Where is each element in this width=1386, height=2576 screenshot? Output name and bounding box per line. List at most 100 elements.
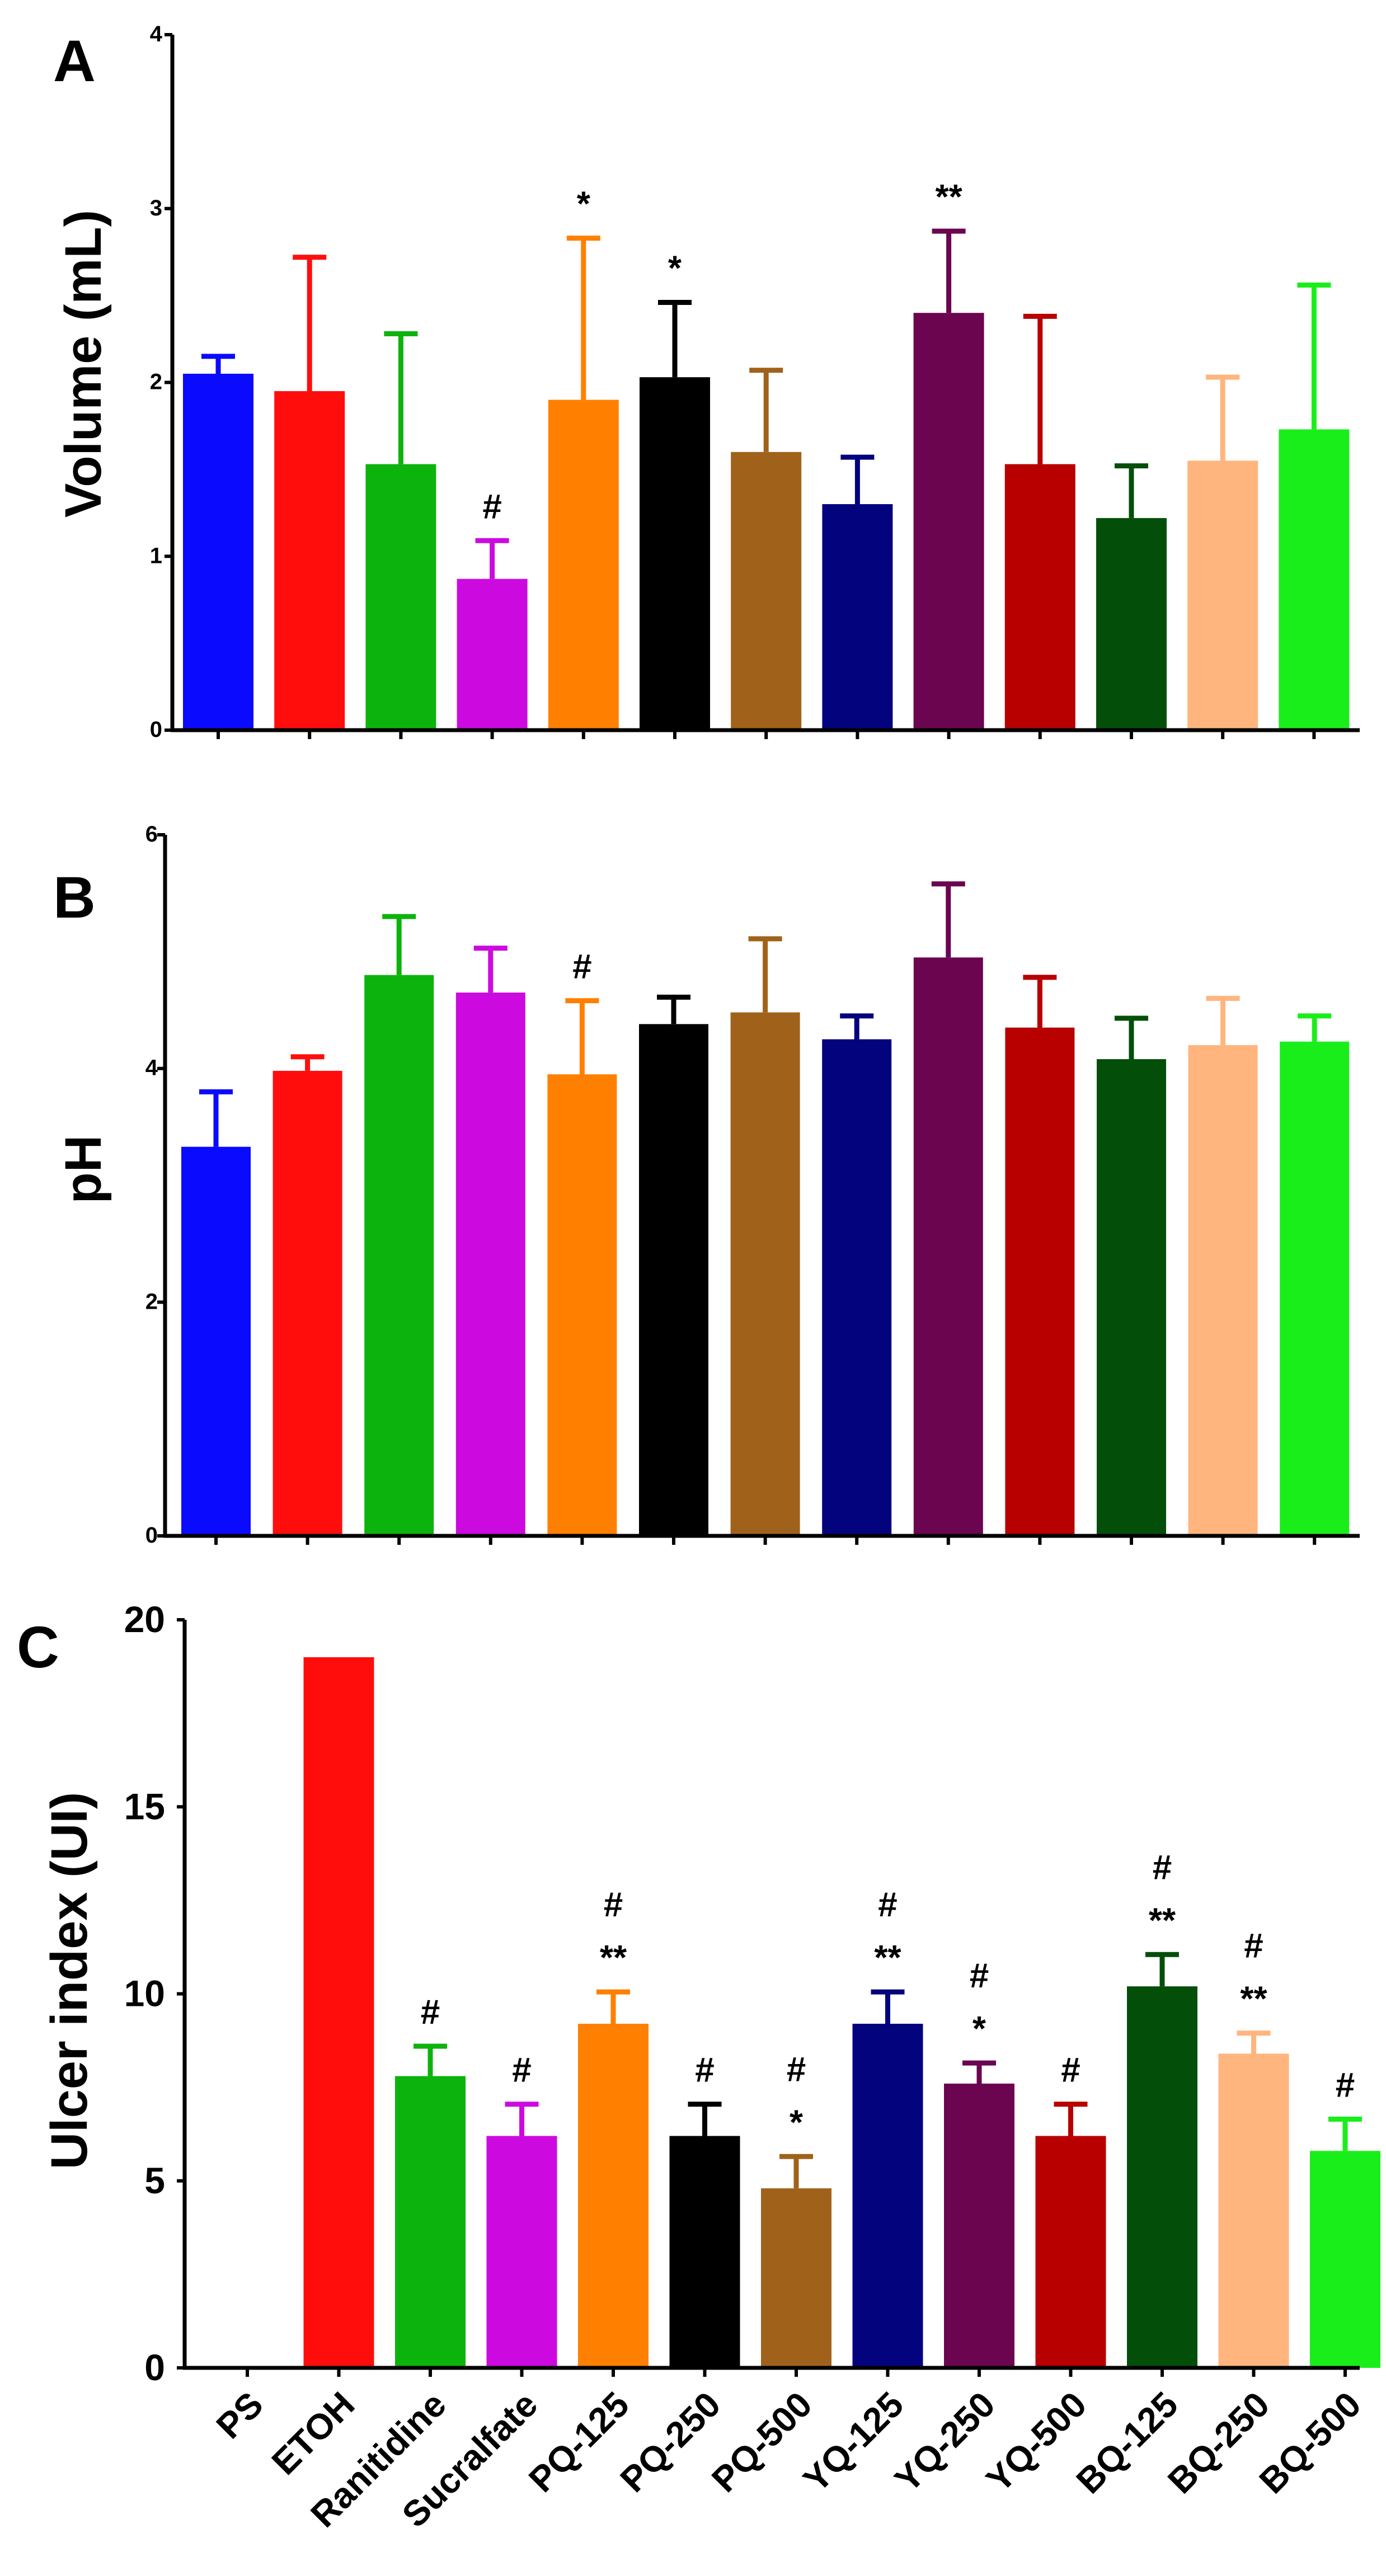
error-bar-bq-500-b <box>1298 1013 1332 1042</box>
bar-bq-250-c <box>1218 2053 1289 2368</box>
sig-mark-pq-125-c-1: # <box>604 1886 623 1924</box>
error-bar-sucralfate-b <box>473 946 508 993</box>
sig-mark-pq-500-c-0: * <box>790 2103 804 2142</box>
bar-ranitidine-b <box>364 975 434 1536</box>
error-bar-ranitidine-b <box>382 914 416 975</box>
x-tick-label-bq-250: BQ-250 <box>1160 2384 1277 2501</box>
error-bar-pq-500-b <box>748 936 782 1013</box>
bar-etoh-c <box>303 1657 374 2368</box>
panel-letter-b: B <box>53 865 96 930</box>
error-bar-yq-250-b <box>931 881 965 958</box>
bar-pq-250-a <box>640 377 710 730</box>
y-tick-label-c-15: 15 <box>124 1785 165 1827</box>
bar-yq-250-a <box>913 313 984 730</box>
error-bar-etoh-a <box>293 255 327 392</box>
error-bar-bq-250-a <box>1206 374 1240 461</box>
x-tick-label-yq-500: YQ-500 <box>979 2384 1094 2500</box>
y-tick-label-a-2: 2 <box>150 370 162 394</box>
y-tick-label-c-10: 10 <box>124 1973 165 2014</box>
bar-etoh-a <box>274 391 345 730</box>
bar-etoh-b <box>272 1070 342 1536</box>
sig-mark-pq-125-c-0: ** <box>600 1939 627 1977</box>
y-tick-label-a-1: 1 <box>150 543 162 568</box>
sig-mark-bq-250-c-1: # <box>1244 1927 1263 1966</box>
bar-pq-125-a <box>548 399 619 730</box>
error-bar-pq-250-b <box>657 994 690 1024</box>
y-tick-label-a-3: 3 <box>150 196 162 220</box>
bar-sucralfate-b <box>455 992 525 1536</box>
error-bar-pq-125-c <box>596 1989 630 2024</box>
x-tick-label-pq-500: PQ-500 <box>704 2384 820 2500</box>
error-bar-pq-500-c <box>779 2154 813 2189</box>
y-tick-label-a-0: 0 <box>150 717 162 742</box>
sig-mark-bq-500-c-0: # <box>1336 2066 1355 2104</box>
x-tick-label-bq-500: BQ-500 <box>1252 2384 1369 2501</box>
error-bar-bq-125-a <box>1115 463 1148 518</box>
bar-yq-125-a <box>822 504 893 730</box>
y-tick-label-b-4: 4 <box>145 1056 158 1080</box>
bar-yq-500-a <box>1004 464 1075 730</box>
bar-ranitidine-a <box>365 464 436 730</box>
x-tick-label-ps: PS <box>209 2384 271 2446</box>
sig-mark-yq-250-a-0: ** <box>935 178 962 217</box>
error-bar-yq-125-c <box>871 1989 905 2024</box>
bar-bq-500-a <box>1279 429 1350 730</box>
bar-pq-250-c <box>669 2136 740 2368</box>
bar-ps-b <box>181 1146 251 1536</box>
y-tick-label-a-4: 4 <box>150 22 163 46</box>
x-tick-label-bq-125: BQ-125 <box>1069 2384 1186 2501</box>
y-tick-label-b-0: 0 <box>145 1523 158 1548</box>
y-tick-label-c-20: 20 <box>124 1599 165 1640</box>
y-tick-label-c-5: 5 <box>144 2160 165 2201</box>
sig-mark-pq-125-a-0: * <box>577 185 591 224</box>
plot-b: #0 2 4 6 <box>145 822 1360 1548</box>
bar-sucralfate-a <box>457 579 528 730</box>
bar-pq-125-b <box>547 1074 617 1536</box>
bar-pq-250-b <box>639 1024 708 1536</box>
bar-bq-250-a <box>1187 460 1258 730</box>
sig-mark-sucralfate-a-0: # <box>482 487 501 526</box>
y-tick-label-c-0: 0 <box>144 2347 165 2388</box>
error-bar-pq-250-a <box>658 300 692 378</box>
x-tick-label-yq-250: YQ-250 <box>887 2384 1003 2500</box>
bar-bq-125-c <box>1127 1986 1197 2368</box>
panel-letter-c: C <box>17 1615 59 1680</box>
error-bar-yq-500-b <box>1023 975 1057 1028</box>
bar-yq-125-c <box>852 2023 923 2368</box>
error-bar-bq-250-b <box>1206 995 1240 1045</box>
error-bar-yq-500-a <box>1023 313 1057 464</box>
sig-mark-pq-500-c-1: # <box>787 2050 806 2089</box>
panel-letter-a: A <box>53 29 96 94</box>
sig-mark-pq-125-b-0: # <box>572 948 591 986</box>
bar-yq-125-b <box>822 1039 892 1536</box>
bar-yq-500-c <box>1035 2136 1106 2368</box>
sig-mark-yq-125-c-1: # <box>878 1886 897 1924</box>
bar-yq-250-c <box>944 2083 1014 2368</box>
bar-sucralfate-c <box>486 2136 557 2368</box>
error-bar-pq-125-b <box>565 998 599 1075</box>
sig-mark-bq-125-c-0: ** <box>1149 1901 1176 1940</box>
panel-b: B pH #0 2 4 6 <box>53 822 1360 1548</box>
bar-yq-250-b <box>913 957 983 1536</box>
error-bar-yq-500-c <box>1054 2102 1088 2136</box>
bar-yq-500-b <box>1005 1027 1075 1536</box>
error-bar-ps-a <box>201 354 235 374</box>
bar-bq-500-c <box>1310 2151 1380 2368</box>
y-axis-title-a: Volume (mL) <box>55 210 112 518</box>
sig-mark-sucralfate-c-0: # <box>512 2051 531 2090</box>
x-tick-label-pq-125: PQ-125 <box>521 2384 637 2500</box>
bar-pq-500-c <box>761 2188 831 2368</box>
error-bar-pq-125-a <box>566 236 600 400</box>
error-bar-yq-125-a <box>840 454 875 505</box>
error-bar-ps-b <box>199 1089 233 1147</box>
sig-mark-yq-125-c-0: ** <box>874 1939 901 1977</box>
error-bar-etoh-b <box>290 1054 325 1071</box>
bar-pq-500-b <box>730 1012 800 1536</box>
bar-bq-125-a <box>1096 518 1167 730</box>
error-bar-sucralfate-a <box>475 538 509 579</box>
y-axis-title-c: Ulcer index (UI) <box>41 1792 98 2170</box>
bar-ranitidine-c <box>395 2076 466 2368</box>
error-bar-pq-500-a <box>749 368 783 452</box>
